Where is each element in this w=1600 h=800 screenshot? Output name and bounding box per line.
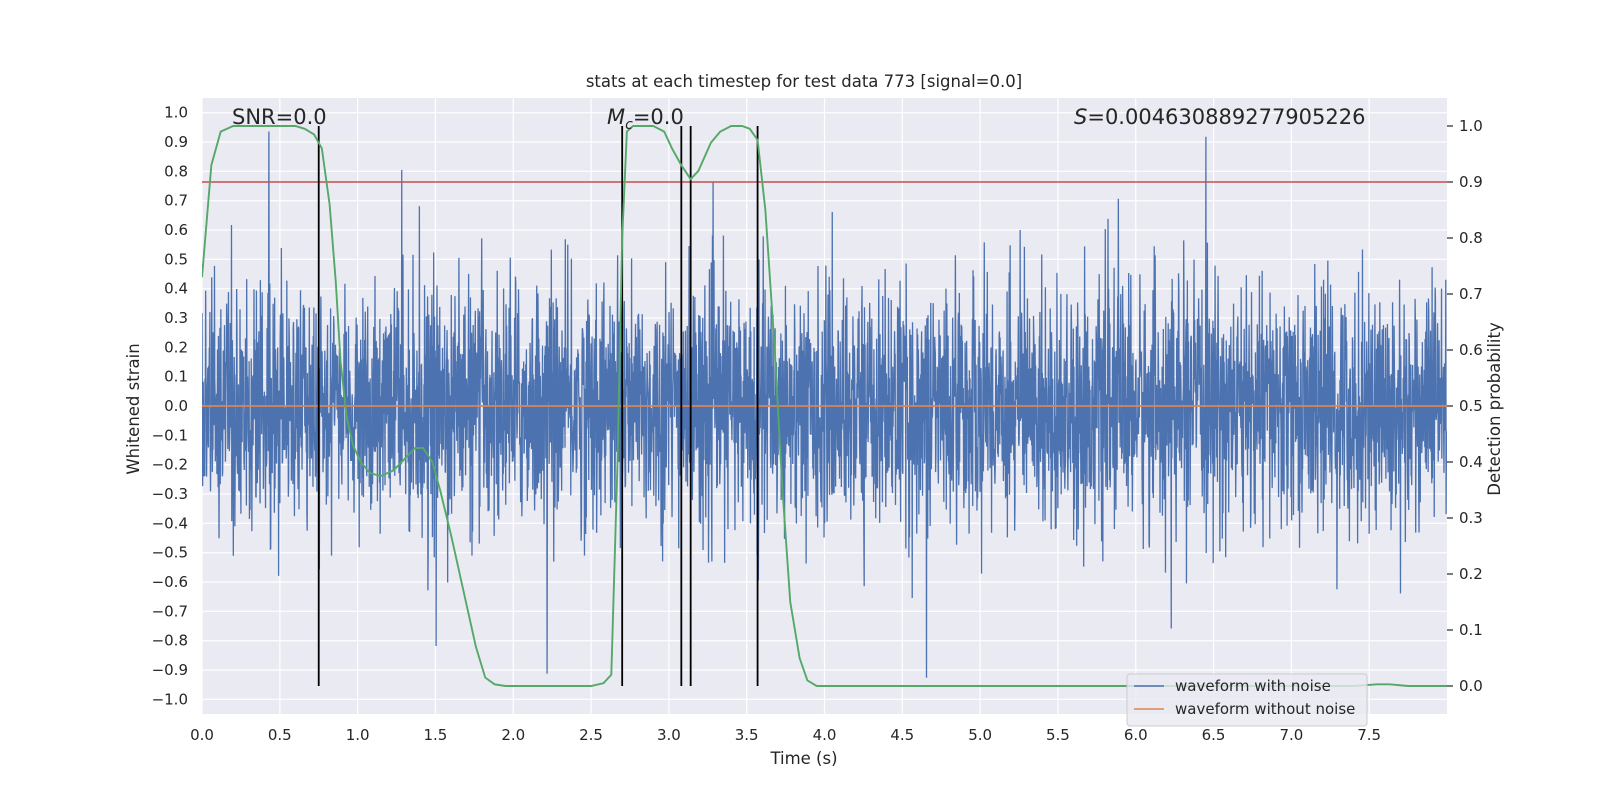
y-tick-label: 0.2 [164, 338, 188, 356]
legend-label-noise: waveform with noise [1175, 677, 1331, 695]
x-tick-label: 7.0 [1279, 726, 1303, 744]
x-tick-label: 4.0 [813, 726, 837, 744]
detection-probability-line [202, 125, 1447, 687]
noise-waveform-path [202, 131, 1447, 678]
y2-tick-label: 0.2 [1459, 565, 1483, 583]
y-tick-label: 0.4 [164, 280, 188, 298]
y2-tick-label: 0.6 [1459, 341, 1483, 359]
x-tick-label: 7.5 [1357, 726, 1381, 744]
y-tick-label: 0.1 [164, 368, 188, 386]
legend-box [1126, 673, 1368, 727]
chart-title: stats at each timestep for test data 773… [586, 72, 1022, 91]
y2-tick-label: 0.5 [1459, 397, 1483, 415]
y-tick-label: −1.0 [152, 690, 188, 708]
mc-subscript: c [625, 117, 633, 133]
mc-value: =0.0 [633, 105, 684, 129]
x-tick-label: 2.5 [579, 726, 603, 744]
y-tick-label: −0.9 [152, 661, 188, 679]
y2-tick-label: 0.1 [1459, 621, 1483, 639]
mc-annotation: Mc=0.0 [607, 105, 684, 133]
s-symbol: S [1074, 105, 1087, 129]
x-tick-label: 0.0 [190, 726, 214, 744]
y-tick-label: −0.4 [152, 514, 188, 532]
y2-tick-label: 0.3 [1459, 509, 1483, 527]
y-tick-label: −0.8 [152, 632, 188, 650]
y-tick-label: −0.5 [152, 544, 188, 562]
x-tick-label: 1.0 [346, 726, 370, 744]
x-tick-label: 4.5 [890, 726, 914, 744]
y-tick-label: 0.6 [164, 221, 188, 239]
y-tick-label: −0.1 [152, 426, 188, 444]
x-tick-label: 6.5 [1202, 726, 1226, 744]
mc-symbol: M [607, 105, 625, 129]
x-axis: 0.0 0.5 1.0 1.5 2.0 2.5 3.0 3.5 4.0 4.5 5.0 5.5 6.0 6… [190, 726, 1381, 744]
y-tick-label: −0.6 [152, 573, 188, 591]
y-tick-label: 0.5 [164, 250, 188, 268]
y-tick-label: −0.3 [152, 485, 188, 503]
y2-tick-label: 1.0 [1459, 117, 1483, 135]
y2-axis-label: Detection probability [1485, 322, 1504, 496]
y-tick-label: −0.2 [152, 456, 188, 474]
legend: waveform with noise waveform without noi… [1126, 673, 1368, 727]
y2-tick-label: 0.9 [1459, 173, 1483, 191]
y-tick-label: 0.7 [164, 192, 188, 210]
y-tick-label: 0.0 [164, 397, 188, 415]
series-lines [202, 125, 1447, 687]
y2-axis: 1.0 0.9 0.8 0.7 0.6 0.5 0.4 0.3 0.2 0.1 0.0 [1447, 117, 1483, 695]
y2-tick-label: 0.4 [1459, 453, 1483, 471]
s-value: =0.004630889277905226 [1087, 105, 1365, 129]
y-tick-label: 0.8 [164, 162, 188, 180]
y-tick-label: 0.9 [164, 133, 188, 151]
x-tick-label: 2.0 [501, 726, 525, 744]
x-tick-label: 6.0 [1124, 726, 1148, 744]
y-tick-label: 1.0 [164, 104, 188, 122]
y-tick-label: 0.3 [164, 309, 188, 327]
x-axis-label: Time (s) [769, 749, 837, 768]
x-tick-label: 5.5 [1046, 726, 1070, 744]
x-tick-label: 3.0 [657, 726, 681, 744]
y2-tick-label: 0.0 [1459, 677, 1483, 695]
x-tick-label: 0.5 [268, 726, 292, 744]
snr-annotation: SNR=0.0 [232, 105, 327, 129]
x-tick-label: 5.0 [968, 726, 992, 744]
y2-tick-label: 0.7 [1459, 285, 1483, 303]
y-axis: 1.0 0.9 0.8 0.7 0.6 0.5 0.4 0.3 0.2 0.1 0.0 −0.1 −0.… [152, 104, 188, 709]
y-axis-label: Whitened strain [124, 343, 143, 474]
y2-tick-label: 0.8 [1459, 229, 1483, 247]
legend-label-clean: waveform without noise [1175, 700, 1355, 718]
x-tick-label: 1.5 [424, 726, 448, 744]
y-tick-label: −0.7 [152, 602, 188, 620]
series-waveform-with-noise [202, 131, 1447, 678]
x-tick-label: 3.5 [735, 726, 759, 744]
s-annotation: S=0.004630889277905226 [1074, 105, 1365, 129]
